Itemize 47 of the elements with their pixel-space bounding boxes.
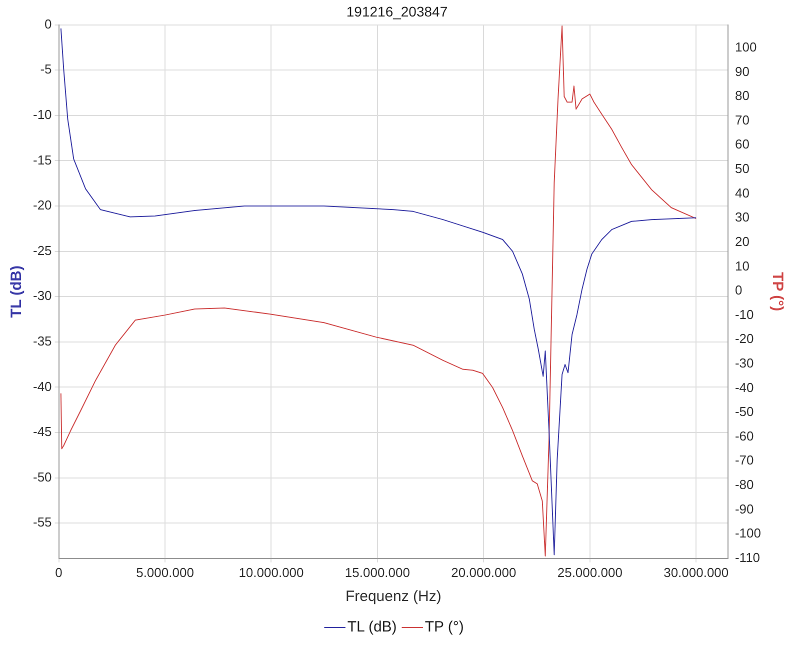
y-tick-label: -35 — [32, 333, 52, 348]
chart-title: 191216_203847 — [346, 3, 448, 20]
y2-tick-label: -60 — [734, 428, 754, 444]
x-tick-label: 20.000.000 — [451, 564, 516, 580]
y2-tick-label: 100 — [734, 39, 757, 54]
x-tick-label: 0 — [55, 564, 62, 580]
y2-tick-label: -70 — [734, 452, 754, 468]
y2-tick-label: 30 — [734, 210, 750, 225]
y-tick-label: -50 — [32, 469, 52, 484]
y2-tick-label: -80 — [734, 477, 754, 492]
y2-tick-label: 60 — [734, 136, 750, 152]
y2-tick-label: 70 — [734, 112, 750, 128]
y2-tick-label: 50 — [734, 161, 750, 176]
x-tick-label: 10.000.000 — [238, 564, 304, 580]
y2-tick-label: -30 — [734, 356, 754, 370]
y2-tick-label: -40 — [734, 380, 754, 395]
y-tick-label: -55 — [32, 514, 52, 530]
x-tick-label: 25.000.000 — [557, 564, 622, 580]
y2-tick-label: 40 — [734, 185, 750, 200]
x-axis-title: Frequenz (Hz) — [345, 588, 442, 606]
y2-tick-label: -20 — [734, 331, 754, 346]
y-axis-title: TL (dB) — [8, 265, 26, 318]
x-tick-label: 30.000.000 — [664, 564, 729, 580]
y2-tick-label: 20 — [734, 234, 750, 249]
y-tick-label: -15 — [32, 152, 52, 168]
y2-tick-label: -100 — [734, 526, 762, 541]
y-tick-label: -25 — [32, 242, 52, 258]
y-tick-label: -20 — [32, 198, 52, 213]
y2-tick-label: 0 — [734, 282, 742, 298]
y-tick-label: 0 — [44, 16, 52, 32]
y2-tick-label: 90 — [734, 64, 750, 79]
y2-tick-label: -110 — [734, 550, 760, 565]
y2-tick-label: -50 — [734, 404, 754, 420]
x-tick-label: 15.000.000 — [344, 564, 410, 580]
x-tick-label: 5.000.000 — [136, 564, 194, 580]
y2-tick-label: -10 — [734, 306, 754, 322]
y-tick-label: -40 — [32, 378, 52, 394]
y2-tick-label: -90 — [734, 501, 754, 516]
y-tick-label: -5 — [40, 62, 52, 77]
y-tick-label: -10 — [32, 106, 52, 122]
y-tick-label: -45 — [32, 424, 52, 440]
legend-label: TP (°) — [424, 618, 464, 636]
y2-tick-label: 10 — [734, 258, 750, 274]
y2-axis-title: TP (°) — [768, 272, 786, 312]
y-tick-label: -30 — [32, 288, 52, 304]
legend-label: TL (dB) — [347, 618, 397, 636]
y2-tick-label: 80 — [734, 88, 750, 104]
